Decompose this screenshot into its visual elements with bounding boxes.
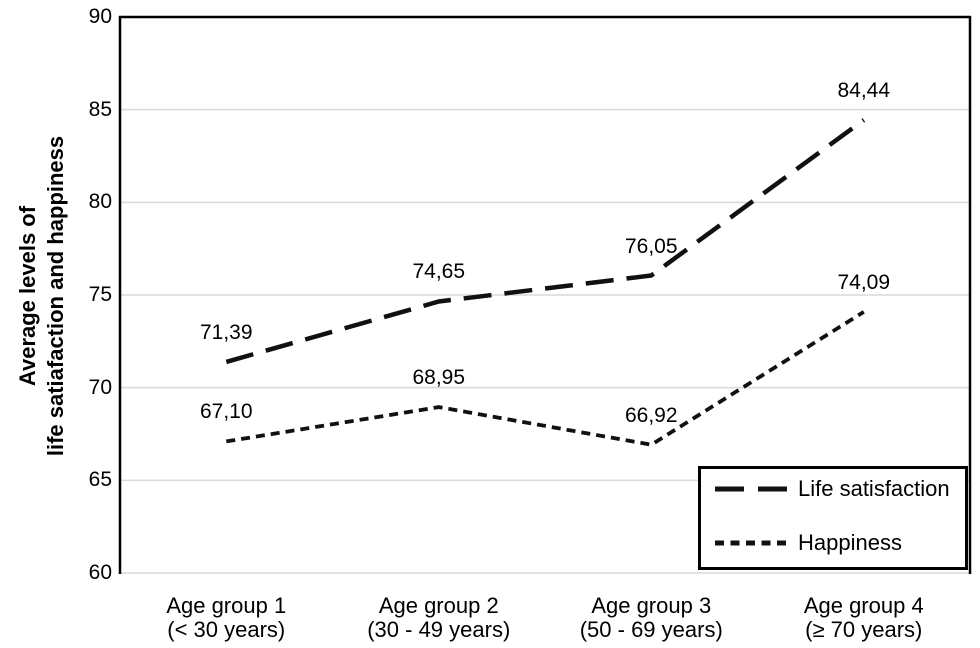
legend: Life satisfaction Happiness bbox=[698, 466, 968, 570]
data-label-happiness-3: 66,92 bbox=[624, 403, 678, 427]
x-category-label-4-line-1: Age group 4 bbox=[803, 593, 924, 618]
x-category-label-3-line-1: Age group 3 bbox=[591, 593, 712, 618]
y-axis-title: Average levels of life satiafaction and … bbox=[14, 56, 72, 536]
long-dash-line-sample bbox=[715, 486, 787, 492]
legend-item-life-satisfaction: Life satisfaction bbox=[715, 477, 950, 501]
y-tick-label-90: 90 bbox=[88, 5, 112, 28]
x-category-label-1-line-2: (< 30 years) bbox=[167, 617, 286, 642]
happiness-line bbox=[225, 310, 865, 447]
y-axis-title-line-1: Average levels of bbox=[15, 205, 40, 387]
x-category-label-2: Age group 2 (30 - 49 years) bbox=[327, 594, 551, 642]
data-label-life-satisfaction-2: 74,65 bbox=[412, 260, 466, 284]
y-tick-label-75: 75 bbox=[88, 283, 112, 306]
life-satisfaction-line bbox=[225, 118, 866, 365]
legend-item-happiness: Happiness bbox=[715, 531, 902, 555]
data-label-life-satisfaction-4: 84,44 bbox=[837, 79, 891, 103]
x-category-label-2-line-2: (30 - 49 years) bbox=[367, 617, 511, 642]
data-label-life-satisfaction-1: 71,39 bbox=[199, 320, 253, 344]
x-category-label-1-line-1: Age group 1 bbox=[166, 593, 287, 618]
x-category-label-4: Age group 4 (≥ 70 years) bbox=[752, 594, 976, 642]
x-category-label-1: Age group 1 (< 30 years) bbox=[114, 594, 338, 642]
x-category-label-2-line-1: Age group 2 bbox=[378, 593, 499, 618]
legend-label-happiness: Happiness bbox=[798, 530, 902, 555]
data-label-happiness-4: 74,09 bbox=[837, 270, 891, 294]
x-category-label-4-line-2: (≥ 70 years) bbox=[805, 617, 923, 642]
short-dash-line-sample bbox=[715, 540, 787, 546]
y-tick-label-60: 60 bbox=[88, 561, 112, 584]
y-tick-label-70: 70 bbox=[88, 375, 112, 399]
data-label-happiness-1: 67,10 bbox=[199, 400, 253, 424]
data-label-life-satisfaction-3: 76,05 bbox=[624, 234, 678, 258]
y-tick-label-65: 65 bbox=[88, 468, 112, 492]
x-category-label-3: Age group 3 (50 - 69 years) bbox=[539, 594, 763, 642]
y-axis-title-line-2: life satiafaction and happiness bbox=[43, 135, 68, 457]
y-tick-label-80: 80 bbox=[88, 190, 112, 214]
x-category-label-3-line-2: (50 - 69 years) bbox=[579, 617, 723, 642]
y-tick-label-85: 85 bbox=[88, 97, 112, 121]
legend-label-life-satisfaction: Life satisfaction bbox=[798, 476, 950, 501]
data-label-happiness-2: 68,95 bbox=[412, 366, 466, 390]
